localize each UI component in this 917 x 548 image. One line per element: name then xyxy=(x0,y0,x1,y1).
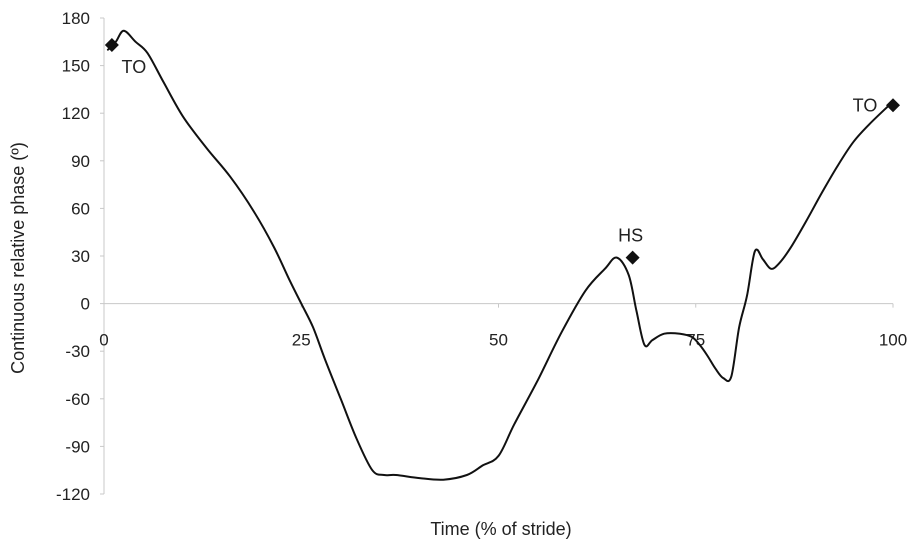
y-axis-ticks: 180 150 120 90 60 30 0 -30 -60 -90 -120 xyxy=(56,9,104,504)
marker-label: HS xyxy=(618,226,643,246)
y-tick-label: -90 xyxy=(65,437,90,456)
x-tick-label: 100 xyxy=(879,331,907,350)
y-tick-label: -60 xyxy=(65,390,90,409)
marker-label: TO xyxy=(853,95,878,115)
y-tick-label: -120 xyxy=(56,485,90,504)
y-axis-title: Continuous relative phase (º) xyxy=(8,142,28,374)
y-tick-label: 60 xyxy=(71,199,90,218)
markers: TO HS TO xyxy=(104,37,900,265)
y-tick-label: -30 xyxy=(65,342,90,361)
y-tick-label: 150 xyxy=(62,57,90,76)
x-axis-title: Time (% of stride) xyxy=(430,519,571,539)
y-tick-label: 180 xyxy=(62,9,90,28)
x-tick-label: 25 xyxy=(292,331,311,350)
y-tick-label: 90 xyxy=(71,152,90,171)
series xyxy=(106,29,891,481)
series-line xyxy=(106,29,891,481)
axes xyxy=(103,18,893,494)
y-tick-label: 0 xyxy=(81,295,90,314)
diamond-marker xyxy=(886,98,900,113)
diamond-marker xyxy=(625,250,640,265)
marker-label: TO xyxy=(122,57,147,77)
x-axis-ticks: 0 25 50 75 100 xyxy=(99,303,907,350)
y-tick-label: 30 xyxy=(71,247,90,266)
x-tick-label: 0 xyxy=(99,331,108,350)
x-tick-label: 50 xyxy=(489,331,508,350)
diamond-marker xyxy=(104,37,119,52)
y-tick-label: 120 xyxy=(62,104,90,123)
